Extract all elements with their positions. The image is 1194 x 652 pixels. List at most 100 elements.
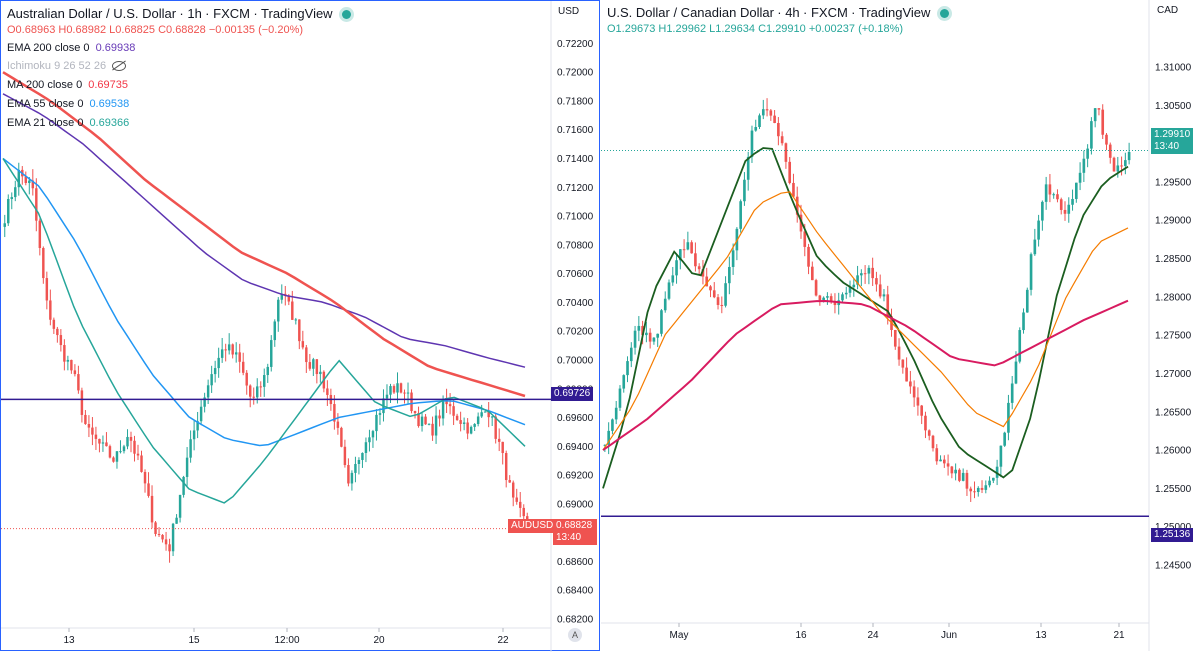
candle-body — [224, 349, 227, 351]
x-tick-label: 13 — [1035, 630, 1047, 641]
candle-body — [1029, 254, 1033, 290]
candle-body — [1097, 108, 1101, 110]
candle-body — [501, 441, 504, 454]
candle-body — [1059, 199, 1063, 210]
candle-body — [312, 359, 315, 369]
candle-body — [814, 280, 818, 296]
candle-body — [927, 430, 931, 436]
candle-body — [788, 161, 792, 183]
candle-body — [686, 242, 690, 250]
candle-body — [157, 533, 161, 535]
audusd-platform: TradingView — [261, 6, 333, 21]
candle-body — [912, 386, 916, 398]
candle-body — [189, 439, 192, 458]
indicator-ema200[interactable]: EMA 200 close 0 0.69938 — [7, 42, 135, 54]
candle-body — [203, 397, 206, 407]
candle-body — [473, 424, 476, 427]
candle-body — [931, 435, 935, 449]
candle-body — [287, 295, 291, 302]
candle-body — [150, 495, 154, 523]
usdcad-currency[interactable]: CAD — [1157, 5, 1179, 16]
candle-body — [350, 472, 354, 484]
audusd-currency[interactable]: USD — [558, 6, 580, 17]
candle-body — [965, 472, 969, 489]
auto-scale-button[interactable]: A — [568, 628, 582, 642]
indicator-label: MA 200 close 0 — [7, 79, 83, 91]
y-tick-label: 1.31000 — [1155, 62, 1192, 73]
candle-body — [961, 472, 965, 481]
candle-body — [886, 294, 890, 317]
candle-body — [497, 438, 501, 442]
candle-body — [1108, 144, 1112, 158]
indicator-ichimoku[interactable]: Ichimoku 9 26 52 26 — [7, 60, 127, 72]
candle-body — [56, 328, 59, 336]
candle-body — [136, 453, 140, 456]
candle-body — [305, 347, 308, 363]
candle-body — [860, 273, 863, 276]
candle-body — [396, 383, 399, 393]
candle-body — [340, 427, 343, 447]
usdcad-interval[interactable]: 4h — [785, 5, 800, 20]
candle-body — [147, 483, 150, 496]
audusd-chart-pane[interactable]: 0.72200 0.72000 0.71800 0.71600 0.71400 0.712… — [0, 0, 601, 652]
candle-body — [999, 445, 1003, 467]
candle-body — [905, 367, 908, 382]
candle-body — [980, 487, 984, 490]
candle-body — [24, 176, 28, 183]
candle-body — [427, 423, 431, 425]
candle-body — [291, 301, 294, 320]
candle-body — [80, 390, 84, 415]
candle-body — [660, 310, 663, 334]
indicator-ema21[interactable]: EMA 21 close 0 0.69366 — [7, 117, 129, 129]
candle-body — [1093, 108, 1097, 122]
y-tick-label: 0.69600 — [557, 413, 594, 424]
y-tick-label: 0.68600 — [557, 557, 594, 568]
candle-body — [1078, 172, 1082, 183]
candle-body — [916, 397, 920, 406]
candle-body — [17, 169, 21, 188]
usdcad-chart-pane[interactable]: 1.310001.305001.300001.295001.290001.285… — [601, 0, 1194, 651]
candle-body — [522, 507, 525, 517]
candle-body — [326, 388, 329, 395]
indicator-ma200[interactable]: MA 200 close 0 0.69735 — [7, 79, 128, 91]
x-tick-label: 13 — [63, 635, 75, 646]
y-tick-label: 0.68200 — [557, 615, 594, 626]
candle-body — [697, 266, 701, 270]
candle-body — [720, 304, 724, 306]
candle-body — [171, 523, 175, 552]
candle-body — [375, 414, 378, 432]
hidden-eye-icon[interactable] — [112, 61, 127, 72]
candle-body — [98, 438, 101, 444]
candle-body — [633, 330, 637, 348]
usdcad-plot[interactable]: 1.310001.305001.300001.295001.290001.285… — [601, 0, 1194, 651]
audusd-broker: FXCM — [213, 6, 250, 21]
y-tick-label: 1.30500 — [1155, 101, 1192, 112]
candle-body — [168, 544, 171, 552]
candle-body — [31, 180, 35, 189]
candle-body — [459, 420, 462, 424]
candle-body — [954, 469, 957, 474]
candle-body — [347, 465, 350, 484]
candle-body — [196, 421, 199, 431]
candle-body — [901, 359, 905, 368]
candle-body — [357, 459, 361, 464]
candle-body — [336, 421, 340, 428]
candle-body — [129, 436, 133, 441]
usdcad-hline-tag: 1.25136 — [1151, 528, 1194, 542]
candle-body — [648, 332, 652, 342]
candle-body — [739, 201, 742, 229]
y-tick-label: 1.29500 — [1155, 177, 1192, 188]
candle-body — [618, 388, 622, 408]
audusd-plot[interactable]: 0.72200 0.72000 0.71800 0.71600 0.71400 0.712… — [1, 1, 601, 652]
candle-body — [238, 352, 241, 362]
candle-body — [455, 415, 459, 421]
candle-body — [140, 455, 143, 472]
candle-body — [1101, 109, 1105, 135]
y-tick-label: 1.27500 — [1155, 331, 1192, 342]
indicator-ema55[interactable]: EMA 55 close 0 0.69538 — [7, 98, 129, 110]
candle-body — [795, 196, 799, 215]
audusd-interval[interactable]: 1h — [187, 6, 202, 21]
candle-body — [709, 286, 712, 291]
candle-body — [754, 127, 758, 131]
candle-body — [133, 440, 136, 454]
